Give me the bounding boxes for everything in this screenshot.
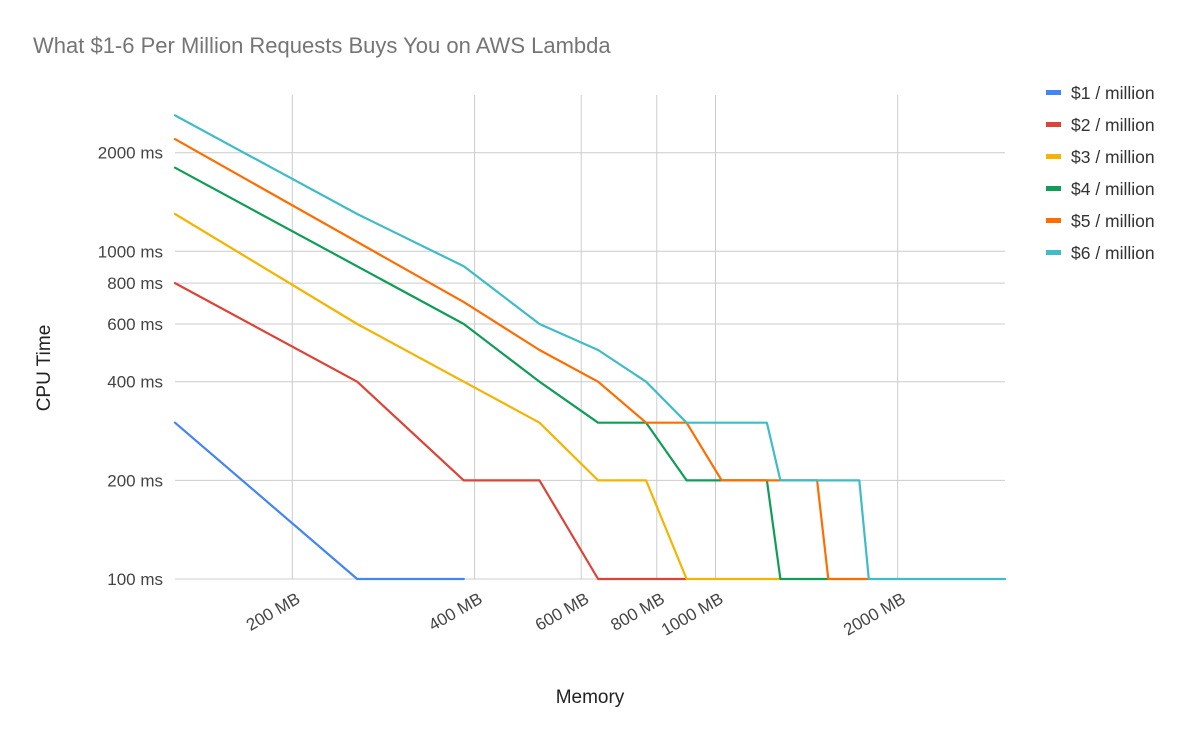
series-lines <box>173 114 1007 581</box>
y-tick-label: 600 ms <box>107 315 163 334</box>
x-tick-label: 200 MB <box>243 589 303 635</box>
x-tick-label: 600 MB <box>532 589 592 635</box>
x-tick-label: 2000 MB <box>840 589 908 639</box>
series-line-3 <box>173 212 782 581</box>
tick-labels: 100 ms 200 ms 400 ms 600 ms 800 ms 1000 ms 200… <box>98 144 909 640</box>
series-line-5 <box>173 138 870 581</box>
series-line-1 <box>173 421 465 581</box>
legend-swatch <box>1046 250 1061 255</box>
legend-label: $1 / million <box>1071 83 1155 103</box>
legend-label: $4 / million <box>1071 179 1155 199</box>
legend-label: $5 / million <box>1071 211 1155 231</box>
x-tick-label: 1000 MB <box>658 589 726 639</box>
legend-swatch <box>1046 122 1061 127</box>
series-line-6 <box>173 114 1007 581</box>
x-axis-title: Memory <box>556 687 625 708</box>
legend-label: $3 / million <box>1071 147 1155 167</box>
y-tick-label: 100 ms <box>107 570 163 589</box>
y-tick-label: 400 ms <box>107 373 163 392</box>
y-tick-label: 200 ms <box>107 471 163 490</box>
x-tick-label: 400 MB <box>425 589 485 635</box>
chart-title: What $1-6 Per Million Requests Buys You … <box>33 33 611 58</box>
y-tick-label: 2000 ms <box>98 144 163 163</box>
legend-label: $6 / million <box>1071 243 1155 263</box>
series-line-4 <box>173 166 830 581</box>
x-tick-label: 800 MB <box>608 589 668 635</box>
legend-swatch <box>1046 154 1061 159</box>
y-axis-title: CPU Time <box>34 325 55 412</box>
legend-swatch <box>1046 218 1061 223</box>
y-tick-label: 800 ms <box>107 274 163 293</box>
gridlines <box>175 95 1005 580</box>
series-line-2 <box>173 282 688 581</box>
y-tick-label: 1000 ms <box>98 242 163 261</box>
legend-swatch <box>1046 186 1061 191</box>
legend-label: $2 / million <box>1071 115 1155 135</box>
legend: $1 / million $2 / million $3 / million $4 /… <box>1046 83 1155 263</box>
legend-swatch <box>1046 90 1061 95</box>
